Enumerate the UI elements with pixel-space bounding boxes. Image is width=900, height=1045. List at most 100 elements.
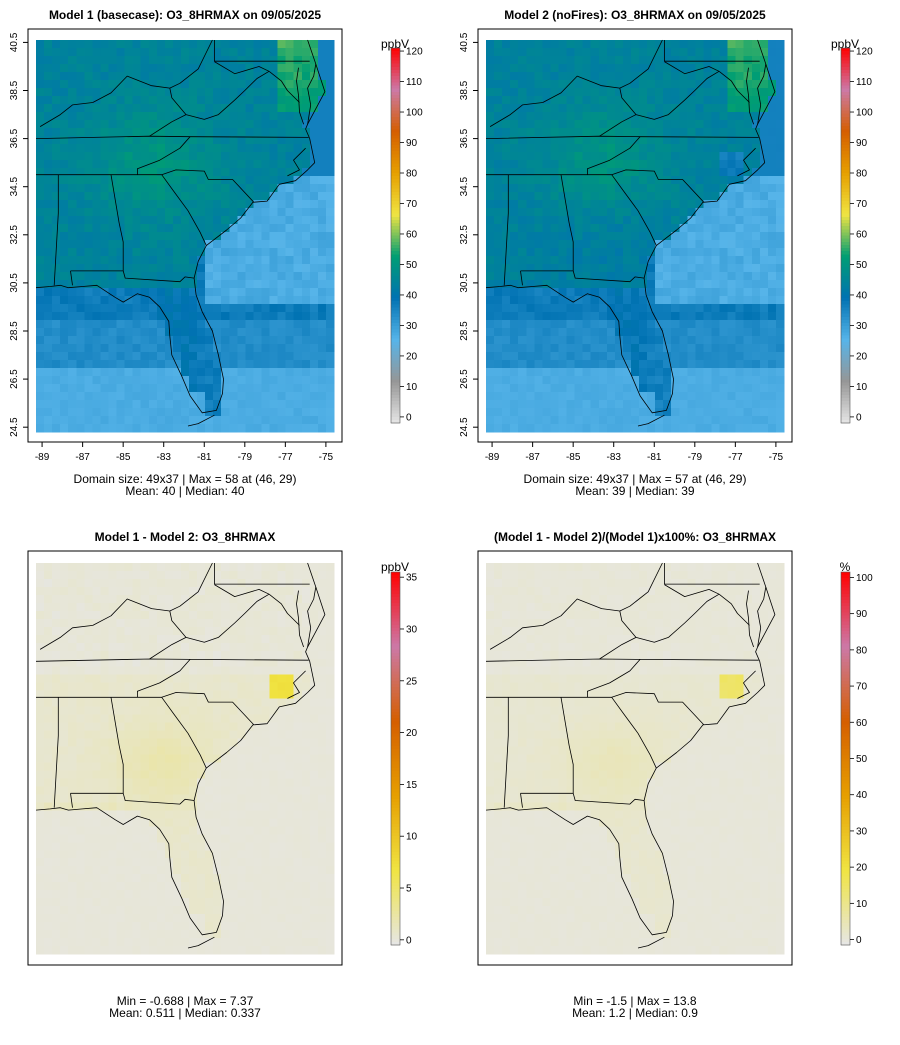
heatmap-cell xyxy=(293,192,303,201)
heatmap-cell xyxy=(164,810,174,819)
heatmap-cell xyxy=(60,400,69,409)
heatmap-cell xyxy=(510,280,519,289)
heatmap-cell xyxy=(735,360,745,369)
heatmap-cell xyxy=(156,658,166,668)
heatmap-cell xyxy=(197,184,206,193)
heatmap-cell xyxy=(124,946,134,955)
heatmap-cell xyxy=(44,762,53,771)
heatmap-cell xyxy=(116,280,125,289)
heatmap-cell xyxy=(44,882,53,891)
heatmap-cell xyxy=(245,80,254,89)
heatmap-cell xyxy=(309,48,319,57)
heatmap-cell xyxy=(132,698,142,708)
heatmap-cell xyxy=(317,184,327,193)
heatmap-cell xyxy=(229,168,238,177)
heatmap-cell xyxy=(253,88,262,97)
heatmap-cell xyxy=(526,344,535,353)
heatmap-cell xyxy=(767,288,777,297)
heatmap-cell xyxy=(124,392,134,401)
heatmap-cell xyxy=(237,56,246,65)
heatmap-cell xyxy=(132,80,142,89)
heatmap-cell xyxy=(277,360,287,369)
heatmap-cell xyxy=(703,64,712,73)
heatmap-cell xyxy=(156,898,166,907)
heatmap-cell xyxy=(582,136,592,145)
heatmap-cell xyxy=(84,858,93,867)
heatmap-cell xyxy=(301,288,311,297)
heatmap-cell xyxy=(237,376,246,385)
heatmap-cell xyxy=(221,192,230,201)
heatmap-cell xyxy=(285,224,295,233)
heatmap-cell xyxy=(52,738,61,747)
heatmap-cell xyxy=(558,224,567,233)
colorbar-segment xyxy=(841,388,850,393)
heatmap-cell xyxy=(68,786,77,795)
heatmap-cell xyxy=(172,770,182,779)
heatmap-cell xyxy=(518,328,527,337)
heatmap-cell xyxy=(518,200,527,209)
colorbar-segment xyxy=(391,341,400,346)
heatmap-cell xyxy=(751,48,761,57)
colorbar-segment xyxy=(391,382,400,386)
heatmap-cell xyxy=(494,200,503,209)
heatmap-cell xyxy=(156,248,166,257)
heatmap-cell xyxy=(148,850,158,859)
heatmap-cell xyxy=(630,48,640,57)
heatmap-cell xyxy=(189,336,198,345)
heatmap-cell xyxy=(180,248,190,257)
heatmap-cell xyxy=(309,96,319,105)
heatmap-cell xyxy=(558,312,567,321)
heatmap-cell xyxy=(590,328,600,337)
heatmap-cell xyxy=(679,144,688,153)
heatmap-cell xyxy=(140,264,150,273)
heatmap-cell xyxy=(663,416,672,425)
heatmap-cell xyxy=(100,730,109,739)
heatmap-cell xyxy=(60,682,69,692)
colorbar-segment xyxy=(391,173,400,177)
heatmap-cell xyxy=(92,802,101,811)
heatmap-cell xyxy=(237,272,246,281)
heatmap-cell xyxy=(285,240,295,249)
heatmap-cell xyxy=(735,280,745,289)
y-tick-label: 28.5 xyxy=(459,321,470,341)
heatmap-cell xyxy=(44,938,53,947)
colorbar-segment xyxy=(841,323,850,327)
heatmap-cell xyxy=(261,136,270,145)
heatmap-cell xyxy=(534,200,543,209)
heatmap-cell xyxy=(36,818,45,827)
heatmap-cell xyxy=(197,392,206,401)
heatmap-cell xyxy=(36,610,45,620)
heatmap-cell xyxy=(647,264,656,273)
heatmap-cell xyxy=(317,40,327,49)
heatmap-cell xyxy=(180,216,190,225)
heatmap-cell xyxy=(84,874,93,883)
heatmap-cell xyxy=(44,288,53,297)
heatmap-cell xyxy=(518,144,527,153)
heatmap-cell xyxy=(253,336,262,345)
heatmap-cell xyxy=(277,408,287,417)
heatmap-cell xyxy=(663,256,672,265)
heatmap-cell xyxy=(180,280,190,289)
heatmap-cell xyxy=(180,232,190,241)
colorbar-segment xyxy=(841,104,850,108)
heatmap-cell xyxy=(301,240,311,249)
heatmap-cell xyxy=(84,104,93,113)
heatmap-cell xyxy=(711,56,720,65)
heatmap-cell xyxy=(647,144,656,153)
map-line-ohio-river xyxy=(489,39,663,127)
heatmap-cell xyxy=(719,272,729,281)
heatmap-cell xyxy=(221,368,230,377)
heatmap-cell xyxy=(116,714,125,723)
heatmap-cell xyxy=(100,946,109,955)
heatmap-cell xyxy=(92,842,101,851)
heatmap-cell xyxy=(550,56,559,65)
colorbar-segment xyxy=(391,73,400,77)
heatmap-cell xyxy=(221,72,230,81)
heatmap-cell xyxy=(213,72,222,81)
heatmap-cell xyxy=(76,48,85,57)
heatmap-cell xyxy=(156,56,166,65)
heatmap-cell xyxy=(76,570,85,580)
heatmap-cell xyxy=(132,152,142,161)
heatmap-cell xyxy=(253,264,262,273)
heatmap-cell xyxy=(52,104,61,113)
